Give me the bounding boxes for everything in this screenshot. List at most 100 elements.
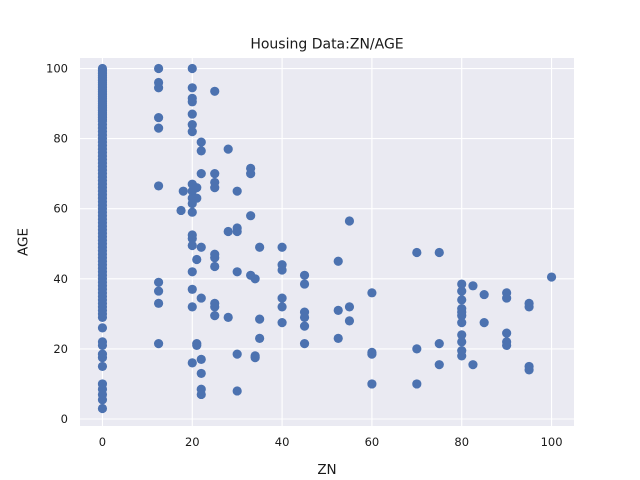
y-tick-label: 20 bbox=[53, 342, 68, 356]
data-point bbox=[546, 272, 557, 282]
data-point bbox=[468, 360, 478, 370]
data-point bbox=[479, 318, 489, 328]
data-point bbox=[277, 302, 287, 312]
y-tick-label: 60 bbox=[53, 202, 68, 216]
data-point bbox=[434, 360, 444, 370]
y-tick-label: 100 bbox=[46, 62, 68, 76]
data-point bbox=[524, 302, 534, 312]
data-point bbox=[196, 242, 206, 252]
chart-title: Housing Data:ZN/AGE bbox=[250, 37, 403, 53]
data-point bbox=[153, 83, 164, 93]
data-point bbox=[344, 316, 355, 326]
data-point bbox=[412, 379, 422, 389]
data-point bbox=[255, 314, 265, 324]
plot-area bbox=[80, 58, 574, 426]
data-point bbox=[412, 344, 422, 354]
data-point bbox=[232, 186, 242, 196]
data-point bbox=[187, 284, 197, 294]
data-point bbox=[97, 340, 108, 350]
data-point bbox=[187, 63, 197, 74]
x-tick-label: 0 bbox=[99, 435, 106, 449]
data-point bbox=[367, 379, 377, 389]
data-point bbox=[277, 318, 287, 328]
data-point bbox=[457, 337, 467, 347]
data-point bbox=[187, 127, 197, 137]
data-point bbox=[187, 233, 197, 244]
data-point bbox=[250, 274, 260, 284]
data-point bbox=[153, 181, 164, 191]
data-point bbox=[277, 293, 287, 303]
data-point bbox=[196, 146, 206, 156]
data-point bbox=[367, 288, 377, 298]
data-point bbox=[457, 330, 467, 340]
data-point bbox=[97, 353, 108, 363]
y-tick-label: 40 bbox=[53, 272, 68, 286]
x-tick-label: 40 bbox=[275, 435, 290, 449]
data-point bbox=[178, 186, 188, 196]
data-point bbox=[299, 339, 310, 349]
data-point bbox=[457, 318, 467, 328]
data-point bbox=[210, 86, 220, 96]
data-point bbox=[434, 247, 444, 258]
data-point bbox=[196, 389, 206, 400]
data-point bbox=[192, 183, 202, 193]
data-point bbox=[479, 289, 489, 300]
data-point bbox=[255, 333, 265, 343]
data-point bbox=[223, 144, 233, 154]
data-point bbox=[210, 261, 220, 272]
data-point bbox=[299, 270, 310, 280]
data-point bbox=[97, 312, 108, 322]
data-point bbox=[196, 169, 206, 179]
x-tick-label: 100 bbox=[541, 435, 563, 449]
data-point bbox=[97, 403, 108, 414]
data-point bbox=[223, 226, 233, 237]
data-point bbox=[210, 311, 220, 321]
data-point bbox=[153, 112, 164, 123]
x-tick-label: 60 bbox=[365, 435, 380, 449]
x-axis-label: ZN bbox=[317, 462, 336, 478]
data-point bbox=[457, 295, 467, 305]
data-point bbox=[176, 205, 186, 216]
data-point bbox=[457, 279, 467, 289]
data-point bbox=[277, 242, 287, 252]
data-point bbox=[210, 302, 220, 312]
data-point bbox=[232, 349, 242, 359]
data-point bbox=[97, 361, 108, 372]
data-point bbox=[187, 267, 197, 277]
y-tick-label: 0 bbox=[61, 412, 68, 426]
data-point bbox=[468, 281, 478, 291]
data-point bbox=[232, 386, 242, 396]
x-tick-label: 20 bbox=[185, 435, 200, 449]
data-point bbox=[299, 321, 310, 331]
data-points bbox=[97, 63, 557, 414]
data-point bbox=[246, 211, 256, 221]
data-point bbox=[457, 351, 467, 361]
data-point bbox=[250, 353, 260, 363]
data-point bbox=[333, 256, 343, 266]
data-point bbox=[502, 340, 512, 350]
data-point bbox=[502, 293, 512, 303]
data-point bbox=[299, 312, 310, 322]
data-point bbox=[153, 123, 164, 133]
data-point bbox=[196, 368, 206, 379]
data-point bbox=[187, 302, 197, 312]
data-point bbox=[457, 286, 467, 296]
x-tick-label: 80 bbox=[454, 435, 469, 449]
data-point bbox=[344, 302, 355, 312]
data-point bbox=[187, 207, 197, 217]
data-point bbox=[187, 97, 197, 107]
data-point bbox=[187, 119, 197, 130]
data-point bbox=[153, 339, 164, 349]
data-point bbox=[210, 169, 220, 179]
data-point bbox=[187, 83, 197, 93]
data-point bbox=[187, 240, 197, 251]
data-point bbox=[187, 358, 197, 368]
x-tick-labels: 0 20 40 60 80 100 bbox=[99, 435, 563, 449]
data-point bbox=[192, 340, 202, 350]
data-point bbox=[97, 323, 108, 333]
data-point bbox=[502, 328, 512, 338]
data-point bbox=[246, 169, 256, 179]
data-point bbox=[153, 277, 164, 287]
